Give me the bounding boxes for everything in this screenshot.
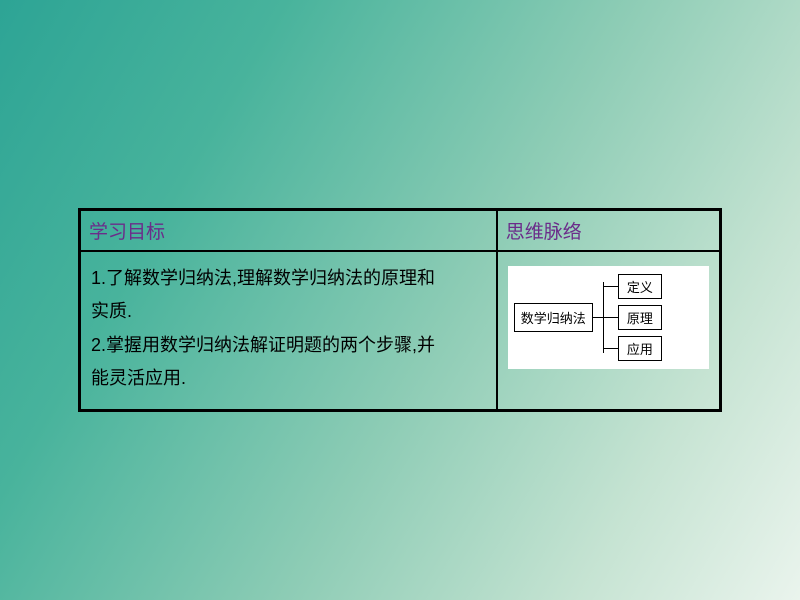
learning-table: 学习目标 思维脉络 1.了解数学归纳法,理解数学归纳法的原理和 实质. 2.掌握…	[78, 208, 722, 412]
diagram-cell: 数学归纳法 定义 原理 应用	[497, 251, 721, 411]
objective-line: 能灵活应用.	[91, 362, 486, 395]
concept-diagram: 数学归纳法 定义 原理 应用	[508, 266, 709, 369]
header-left: 学习目标	[80, 210, 497, 252]
header-right: 思维脉络	[497, 210, 721, 252]
diagram-branch: 应用	[604, 336, 662, 361]
objectives-cell: 1.了解数学归纳法,理解数学归纳法的原理和 实质. 2.掌握用数学归纳法解证明题…	[80, 251, 497, 411]
diagram-root-box: 数学归纳法	[514, 303, 593, 332]
branch-line	[604, 286, 618, 287]
diagram-connector	[593, 317, 603, 318]
diagram-leaf: 原理	[618, 305, 662, 330]
diagram-branch: 原理	[604, 305, 662, 330]
branch-line	[604, 348, 618, 349]
diagram-branch: 定义	[604, 274, 662, 299]
diagram-branches: 定义 原理 应用	[604, 274, 662, 361]
diagram-leaf: 定义	[618, 274, 662, 299]
objective-line: 实质.	[91, 295, 486, 328]
objective-line: 1.了解数学归纳法,理解数学归纳法的原理和	[91, 262, 486, 295]
body-row: 1.了解数学归纳法,理解数学归纳法的原理和 实质. 2.掌握用数学归纳法解证明题…	[80, 251, 721, 411]
branch-line	[604, 317, 618, 318]
header-row: 学习目标 思维脉络	[80, 210, 721, 252]
objective-line: 2.掌握用数学归纳法解证明题的两个步骤,并	[91, 329, 486, 362]
diagram-leaf: 应用	[618, 336, 662, 361]
